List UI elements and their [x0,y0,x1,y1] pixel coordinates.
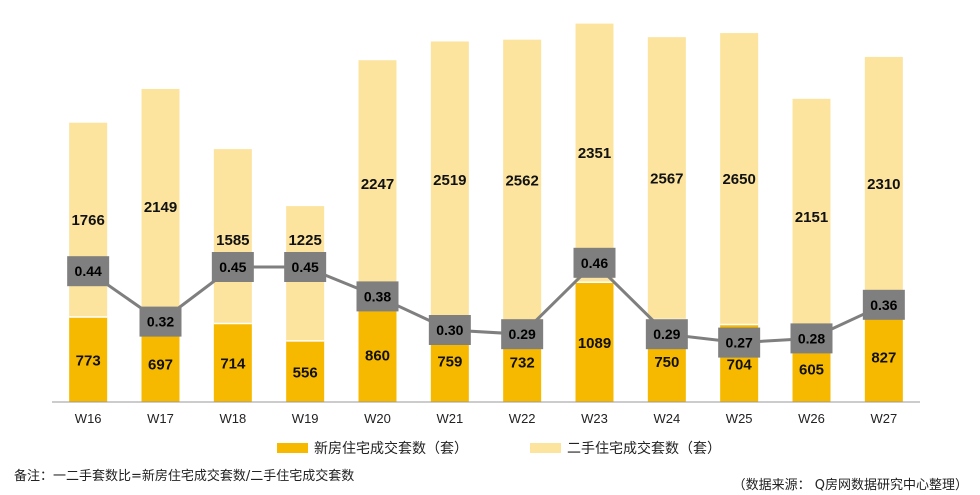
label-new-W18: 714 [220,356,246,373]
tick-W26: W26 [798,411,825,426]
label-new-W22: 732 [510,355,535,372]
ratio-label-W25: 0.27 [726,335,753,351]
label-secondhand-W19: 1225 [288,232,321,249]
ratio-label-W21: 0.30 [436,322,463,338]
legend-swatch-secondhand [530,443,561,453]
ratio-box-W20 [356,281,399,312]
ratio-label-W23: 0.46 [581,255,608,271]
bar-new-W18 [213,323,252,402]
bar-secondhand-W22 [503,39,542,322]
value-labels-layer: 773 1766 697 2149 714 1585 556 1225 860 2247 759 25… [71,145,900,382]
bar-secondhand-W18 [213,149,252,324]
label-secondhand-W25: 2650 [722,171,755,188]
bars-layer [69,23,903,402]
legend-label-new: 新房住宅成交套数（套） [314,440,468,457]
label-new-W16: 773 [76,352,101,369]
label-new-W25: 704 [727,356,753,373]
footnote: 备注：一二手套数比=新房住宅成交套数/二手住宅成交套数 [14,469,355,484]
tick-W20: W20 [364,411,391,426]
label-new-W20: 860 [365,348,390,365]
label-secondhand-W23: 2351 [578,145,611,162]
tick-W17: W17 [147,411,174,426]
ratio-box-W19 [284,252,327,282]
tick-W23: W23 [581,411,608,426]
data-source: （数据来源： Q房网数据研究中心整理） [732,478,968,493]
bar-secondhand-W20 [358,60,397,308]
tick-W16: W16 [75,411,102,426]
ratio-label-W22: 0.29 [509,326,536,342]
label-new-W17: 697 [148,357,173,374]
legend-swatch-new [277,443,308,453]
label-secondhand-W20: 2247 [361,176,394,193]
label-new-W24: 750 [654,354,679,371]
ratio-label-W26: 0.28 [798,330,825,346]
ratio-layer: 0.44 0.32 0.45 0.45 0.38 0.30 0.29 0.46 0.29 0.27… [67,247,905,358]
ratio-box-W21 [428,315,471,345]
bar-secondhand-W24 [647,37,686,320]
legend: 新房住宅成交套数（套） 二手住宅成交套数（套） [277,440,721,457]
bar-secondhand-W23 [575,23,614,283]
ratio-box-W16 [67,256,110,287]
tick-W24: W24 [653,411,680,426]
bar-new-W17 [141,325,180,402]
bar-new-W27 [864,311,903,402]
tick-W25: W25 [726,411,753,426]
ratio-label-W20: 0.38 [364,288,391,304]
bar-new-W19 [286,340,325,402]
ratio-box-W27 [862,289,905,320]
label-new-W26: 605 [799,362,824,379]
x-axis: W16 W17 W18 W19 W20 W21 W22 W23 W24 W25 W26 W27 [52,401,920,426]
bar-new-W16 [69,316,108,402]
label-secondhand-W17: 2149 [144,199,177,216]
ratio-box-W23 [573,247,616,278]
ratio-box-W17 [139,306,182,337]
ratio-box-W18 [211,252,254,282]
tick-W21: W21 [436,411,463,426]
label-new-W27: 827 [871,350,896,367]
label-secondhand-W27: 2310 [867,176,900,193]
ratio-label-W16: 0.44 [75,263,102,279]
label-secondhand-W24: 2567 [650,170,683,187]
ratio-label-W24: 0.29 [653,326,680,342]
label-secondhand-W22: 2562 [505,173,538,190]
ratio-box-W26 [790,323,833,354]
ratio-label-W17: 0.32 [147,314,174,330]
tick-W19: W19 [292,411,319,426]
bar-secondhand-W21 [430,41,469,319]
label-secondhand-W18: 1585 [216,232,249,249]
label-new-W19: 556 [293,364,318,381]
label-new-W23: 1089 [578,335,611,352]
label-secondhand-W26: 2151 [795,209,828,226]
bar-secondhand-W26 [792,98,831,336]
ratio-label-W18: 0.45 [219,259,246,275]
ratio-box-W22 [501,319,544,350]
bar-secondhand-W17 [141,88,180,326]
ratio-box-W24 [645,319,688,350]
ratio-label-W19: 0.45 [292,259,319,275]
ratio-box-W25 [718,327,761,358]
bar-new-W20 [358,307,397,402]
ratio-line [87,260,885,345]
bar-secondhand-W25 [720,33,759,325]
bar-secondhand-W27 [864,56,903,312]
tick-W18: W18 [219,411,246,426]
label-new-W21: 759 [437,353,462,370]
label-secondhand-W21: 2519 [433,172,466,189]
bar-new-W23 [575,282,614,402]
tick-W22: W22 [509,411,536,426]
label-secondhand-W16: 1766 [71,212,104,229]
ratio-label-W27: 0.36 [870,297,897,313]
legend-label-secondhand: 二手住宅成交套数（套） [567,440,721,457]
tick-W27: W27 [870,411,897,426]
